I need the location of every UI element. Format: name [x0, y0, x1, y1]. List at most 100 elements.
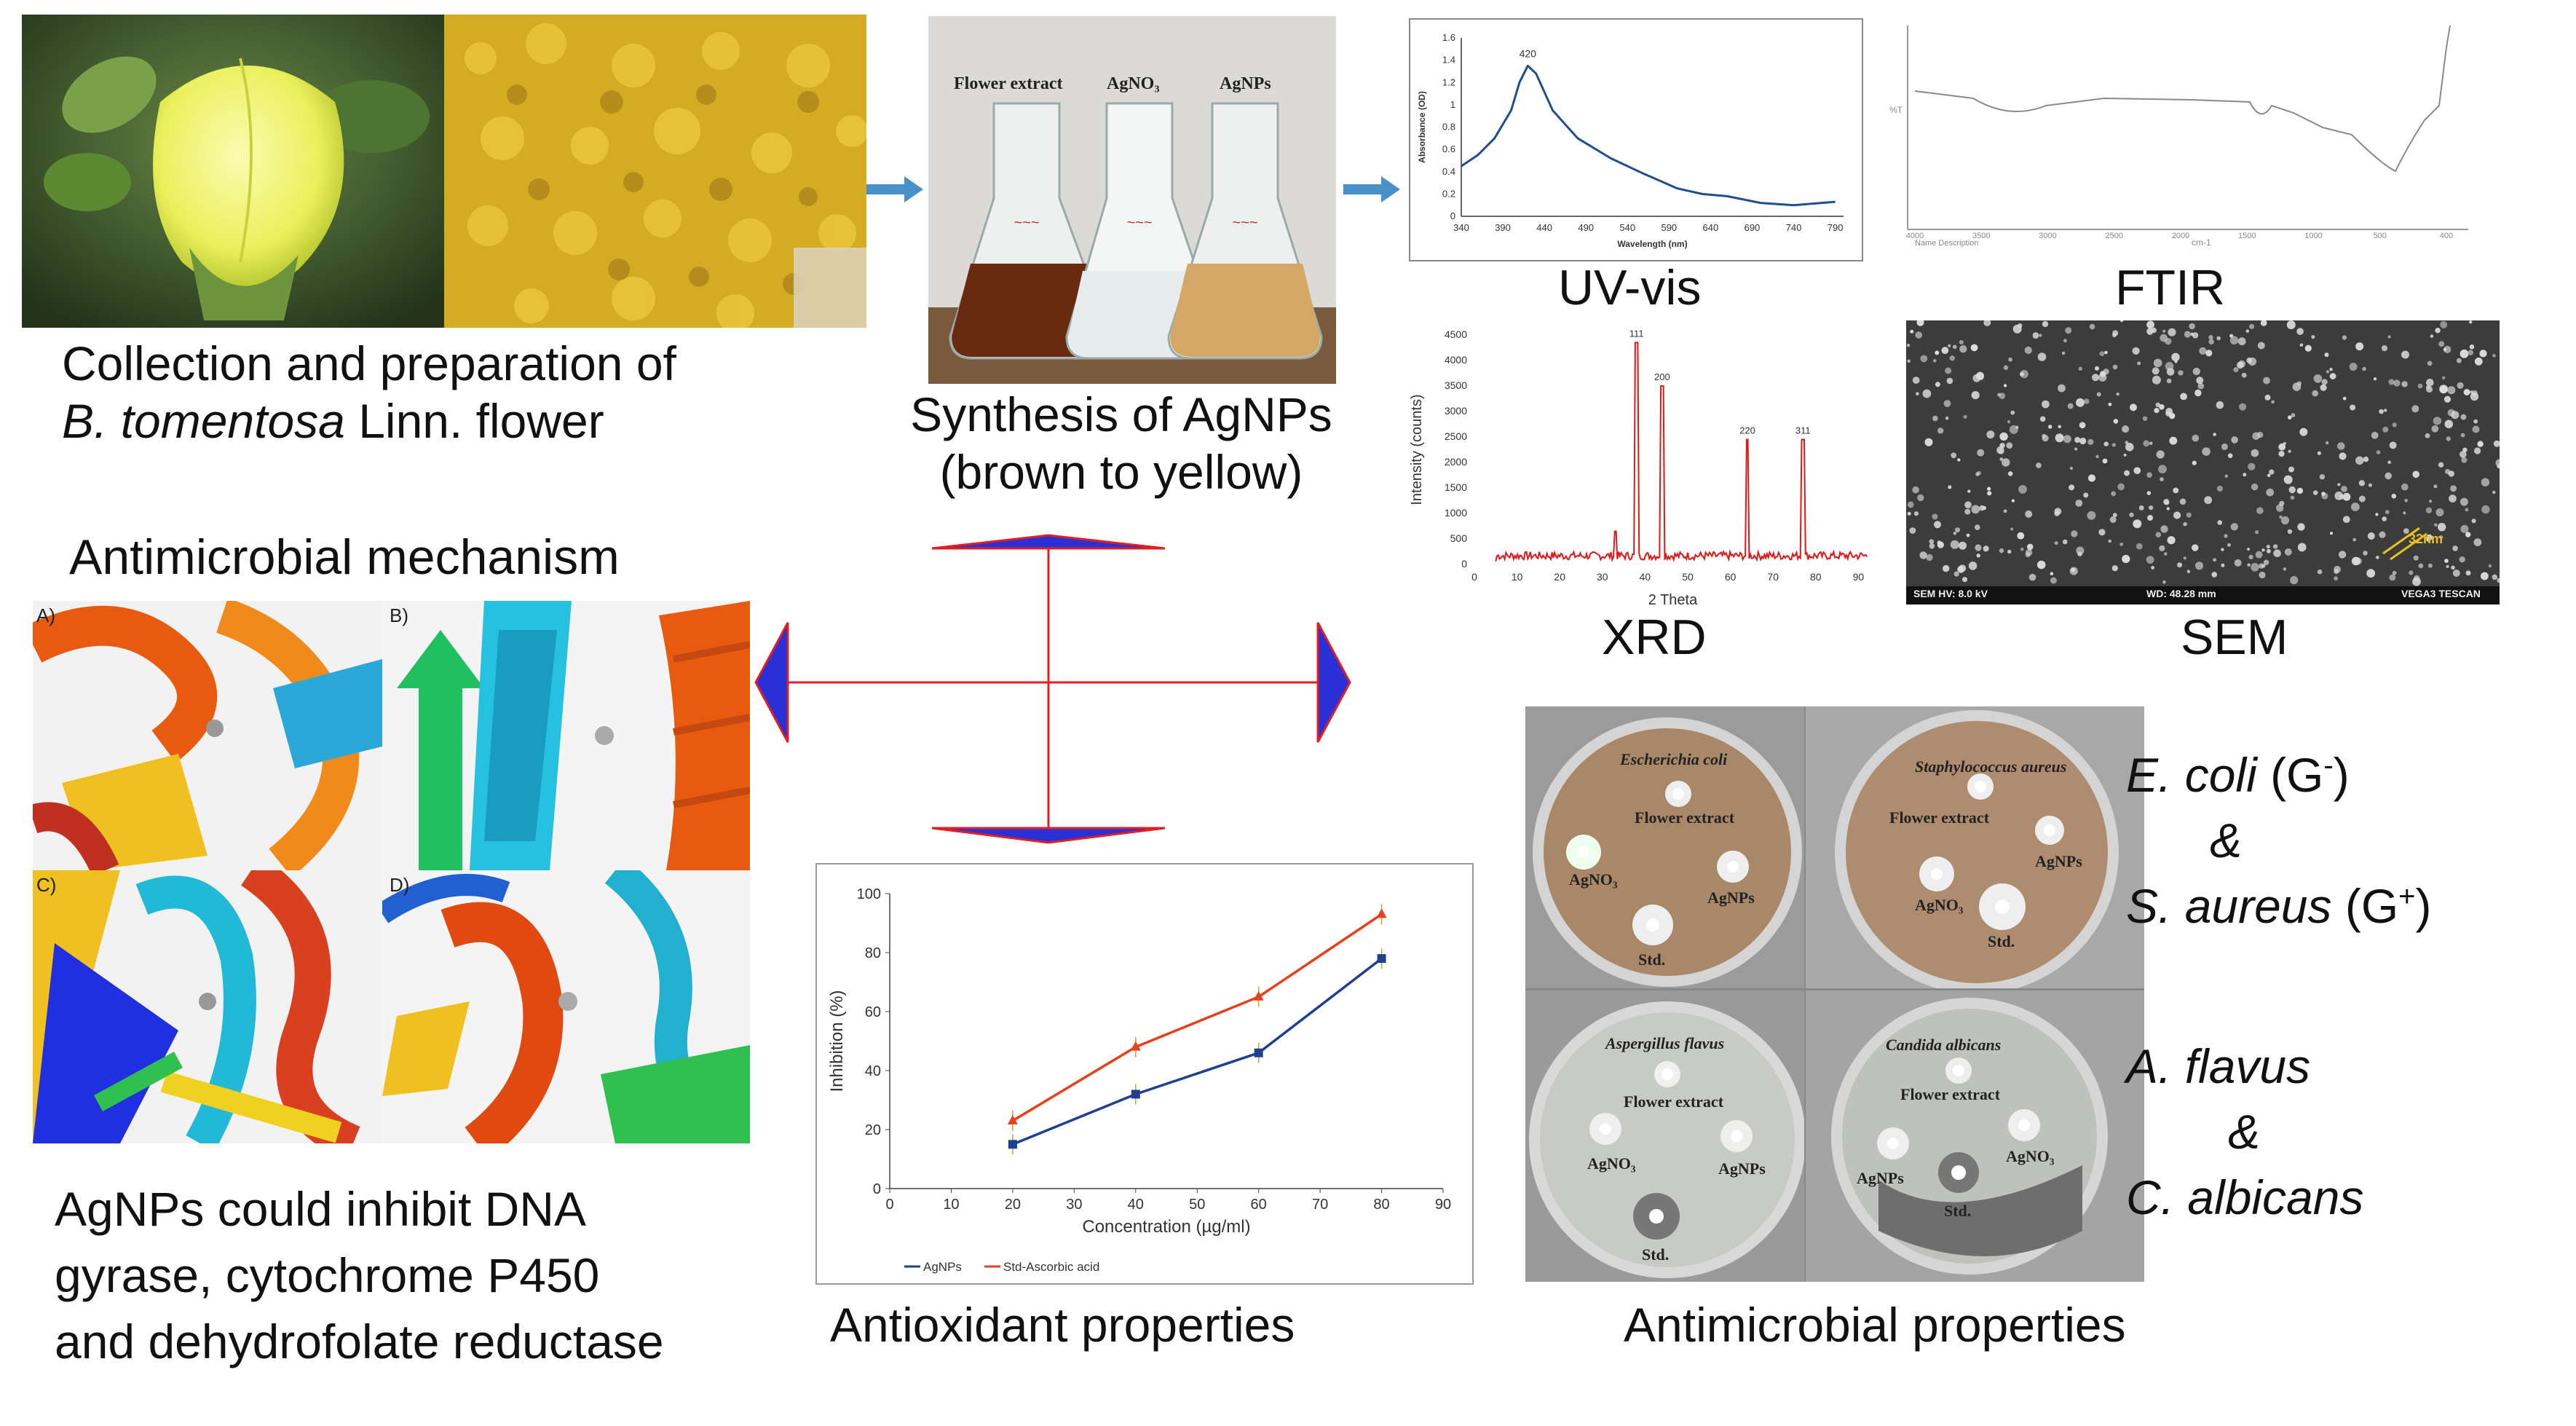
sem-particle [1948, 485, 1952, 489]
sem-particle [2098, 529, 2106, 536]
sem-particle [2493, 440, 2500, 447]
sem-particle [2079, 437, 2087, 445]
antiox-point [1008, 1140, 1017, 1149]
sem-particle [2142, 416, 2148, 421]
sem-particle [2427, 563, 2433, 568]
xrd-xtick: 40 [1640, 571, 1651, 583]
sem-particle [1961, 577, 1968, 583]
sem-particle [2447, 409, 2455, 417]
sem-particle [2221, 563, 2225, 567]
plate-saureus-label-agnps: AgNPs [2035, 852, 2082, 870]
sem-particle [2280, 516, 2290, 525]
sem-particle [2122, 425, 2130, 433]
sem-particle [1953, 532, 1957, 535]
sem-particle [2355, 342, 2364, 351]
sem-particle [1987, 487, 1991, 491]
sem-particle [2186, 570, 2191, 574]
sem-particle [2342, 492, 2351, 501]
xrd-caption: XRD [1602, 610, 1707, 665]
uvvis-xtick: 440 [1536, 222, 1552, 233]
plate-ecoli-title: Escherichia coli [1620, 750, 1728, 768]
sem-particle [2009, 425, 2018, 434]
synthesis-caption-line1: Synthesis of AgNPs [910, 387, 1332, 441]
sem-particle [2371, 431, 2379, 439]
sem-particle [2028, 573, 2036, 581]
sem-particle [2224, 534, 2228, 538]
sem-particle [2425, 385, 2430, 390]
sem-particle [2138, 505, 2144, 511]
sem-particle [2155, 532, 2162, 537]
sem-particle [2481, 572, 2489, 580]
sem-particle [2003, 384, 2007, 387]
sem-particle [2362, 366, 2366, 371]
arrow-up [931, 534, 1166, 550]
sem-particle [2368, 483, 2373, 487]
sem-particle [2162, 580, 2166, 584]
sem-particle [2007, 471, 2013, 476]
sem-particle [2025, 510, 2033, 518]
sem-particle [2425, 507, 2433, 513]
sem-particle [2389, 574, 2396, 581]
sem-particle [2238, 360, 2245, 368]
xrd-xtick: 90 [1853, 571, 1865, 583]
sem-particle [2130, 403, 2137, 411]
sem-particle [1975, 472, 1980, 476]
cross-arrows [754, 534, 1351, 844]
sem-particle [1976, 554, 1980, 558]
organism-calbicans: C. albicans [2126, 1170, 2364, 1224]
sem-particle [2379, 531, 2386, 538]
sem-particle [2417, 383, 2423, 389]
sem-particle [2474, 357, 2483, 366]
sem-particle [2159, 545, 2165, 551]
sem-particle [2460, 497, 2468, 506]
sem-particle [2288, 449, 2291, 453]
sem-particle [2439, 535, 2443, 540]
sem-particle [1917, 494, 1924, 502]
sem-particle [1979, 505, 1985, 511]
sem-particle [1966, 533, 1970, 537]
sem-particle [2237, 337, 2246, 346]
uvvis-ytick: 1.4 [1442, 55, 1455, 66]
sem-particle [1999, 548, 2004, 554]
sem-particle [2366, 569, 2376, 578]
sem-particle [2461, 457, 2468, 463]
plate-aflavus-label-std: Std. [1642, 1245, 1670, 1264]
sem-particle [2007, 420, 2011, 424]
sem-particle [2132, 347, 2140, 355]
sem-particle [2166, 378, 2172, 384]
sem-particle [2050, 577, 2057, 584]
sem-particle [2460, 524, 2469, 533]
sem-particle [2459, 556, 2465, 563]
sem-particle [2387, 335, 2391, 339]
ftir-panel: %T 4000 3500 3000 2500 2000 1500 1000 500 400 cm… [1886, 18, 2476, 248]
sem-particle [2401, 381, 2408, 387]
sem-particle [2401, 483, 2409, 491]
ftir-xtick: 4000 [1906, 232, 1924, 240]
sem-particle [2251, 483, 2259, 491]
sem-particle [2462, 447, 2468, 452]
sem-particle [2123, 453, 2127, 457]
sem-particle [2020, 547, 2024, 551]
sem-particle [2412, 470, 2419, 478]
flask-label-agnps: AgNPs [1220, 74, 1271, 93]
plate-ecoli-label-agno3: AgNO₃ [1569, 870, 1618, 889]
sem-particle [2067, 403, 2074, 409]
sem-particle [2257, 342, 2265, 350]
sem-particle [2216, 336, 2221, 341]
sem-particle [1912, 486, 1919, 494]
sem-particle [2111, 565, 2118, 572]
sem-particle [2165, 361, 2174, 371]
sem-particle [2438, 341, 2445, 347]
sem-particle [2443, 345, 2451, 353]
svg-text:~~~: ~~~ [1126, 215, 1152, 231]
sem-particle [2109, 516, 2117, 523]
sem-particle [2087, 474, 2096, 482]
sem-particle [2208, 339, 2214, 344]
sem-particle [2403, 511, 2406, 515]
sem-particle [2312, 490, 2318, 495]
sem-particle [2010, 527, 2014, 531]
uvvis-ylabel: Absorbance (OD) [1417, 91, 1427, 163]
sem-particle [1932, 513, 1938, 520]
sem-particle [2216, 485, 2224, 492]
sem-particle [2439, 385, 2448, 394]
